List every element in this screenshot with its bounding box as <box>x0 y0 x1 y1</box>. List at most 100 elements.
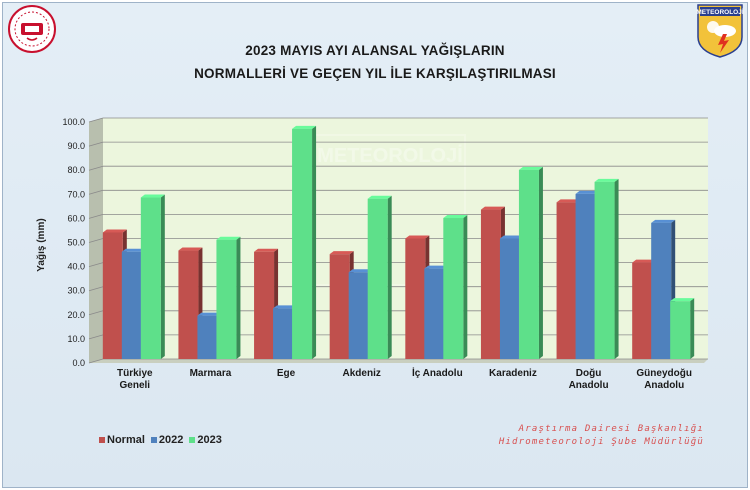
legend-swatch-normal <box>99 437 105 443</box>
bar-normal <box>178 250 199 359</box>
bar-top <box>140 194 165 198</box>
bar-2022 <box>197 315 218 359</box>
gridline-wall <box>88 165 104 171</box>
bar-normal <box>405 238 426 359</box>
x-tick-label: Akdeniz <box>343 368 381 379</box>
bar-top <box>575 190 600 194</box>
bar-top <box>594 178 619 182</box>
bar-normal <box>556 202 577 359</box>
bar-normal <box>329 254 350 359</box>
bar-2022 <box>348 272 369 359</box>
bar-top <box>424 265 449 269</box>
legend-item-normal: Normal <box>99 434 145 446</box>
bar-side <box>160 194 165 359</box>
gridline-wall <box>88 238 104 243</box>
bar-top <box>499 235 524 239</box>
bar-top <box>216 236 241 240</box>
bar-top <box>443 215 468 219</box>
gridline-wall <box>88 310 104 316</box>
credit-line2: Hidrometeoroloji Şube Müdürlüğü <box>498 437 704 447</box>
bar-top <box>480 206 505 210</box>
legend-item-2023: 2023 <box>189 434 222 446</box>
bar-side <box>690 298 695 359</box>
bar-top <box>651 219 676 223</box>
x-tick-label: Anadolu <box>644 380 684 391</box>
x-tick-label: Güneydoğu <box>636 368 692 379</box>
bar-2023 <box>216 239 237 359</box>
y-axis-title: Yağış (mm) <box>36 218 47 271</box>
x-tick-label: Geneli <box>120 380 151 391</box>
bar-top <box>348 269 373 273</box>
bar-top <box>121 248 146 252</box>
bar-top <box>405 235 430 239</box>
y-tick-label: 50.0 <box>67 238 85 248</box>
bar-2023 <box>443 218 464 359</box>
legend-label-2023: 2023 <box>197 434 222 446</box>
bar-2023 <box>140 197 161 359</box>
legend-item-2022: 2022 <box>150 434 184 446</box>
gridline-wall <box>88 214 104 219</box>
x-tick-label: Karadeniz <box>489 368 537 379</box>
gridline-wall <box>88 141 104 147</box>
meteoroloji-logo: METEOROLOJİ <box>696 4 744 58</box>
bar-2023 <box>670 301 691 359</box>
y-tick-label: 10.0 <box>67 334 85 344</box>
gridline-wall <box>88 334 104 340</box>
legend-label-normal: Normal <box>107 434 145 446</box>
x-tick-label: Marmara <box>190 368 232 379</box>
bar-top <box>632 259 657 263</box>
y-tick-label: 30.0 <box>67 286 85 296</box>
chart-legend: Normal 2022 2023 <box>99 434 222 446</box>
bar-2023 <box>292 128 313 359</box>
bar-2023 <box>367 198 388 359</box>
bar-2022 <box>424 268 445 359</box>
gridline-wall <box>88 358 104 364</box>
y-tick-label: 70.0 <box>67 189 85 199</box>
y-tick-label: 20.0 <box>67 310 85 320</box>
x-tick-label: Türkiye <box>117 368 153 379</box>
bar-top <box>518 166 543 170</box>
y-tick-label: 60.0 <box>67 213 85 223</box>
bar-2023 <box>518 169 539 359</box>
x-tick-label: Ege <box>277 368 296 379</box>
y-tick-label: 90.0 <box>67 141 85 151</box>
x-tick-label: İç Anadolu <box>412 366 463 379</box>
svg-text:METEOROLOJİ: METEOROLOJİ <box>696 8 744 16</box>
x-tick-label: Doğu <box>576 368 602 379</box>
x-tick-label: Anadolu <box>569 380 609 391</box>
bar-side <box>463 215 468 359</box>
chart-title-line1: 2023 MAYIS AYI ALANSAL YAĞIŞLARIN <box>245 43 505 58</box>
bar-2022 <box>575 193 596 359</box>
bar-top <box>254 248 279 252</box>
bar-side <box>538 166 543 359</box>
legend-label-2022: 2022 <box>158 434 184 446</box>
plot-floor <box>89 359 708 363</box>
bar-normal <box>632 262 653 359</box>
gridline-wall <box>88 117 104 123</box>
legend-swatch-2023 <box>189 437 196 443</box>
bar-side <box>236 236 241 359</box>
ministry-logo <box>8 5 56 53</box>
bar-2022 <box>651 222 672 359</box>
watermark-text: METEOROLOJİ <box>317 144 463 167</box>
bar-top <box>178 247 203 251</box>
bar-side <box>387 195 392 359</box>
chart-title-line2: NORMALLERİ VE GEÇEN YIL İLE KARŞILAŞTIRI… <box>194 66 556 81</box>
bar-2022 <box>121 251 142 359</box>
bar-top <box>367 195 392 199</box>
bar-top <box>292 125 317 129</box>
bar-top <box>556 199 581 203</box>
bar-2022 <box>273 308 294 359</box>
bar-top <box>329 251 354 255</box>
legend-swatch-2022 <box>150 437 157 443</box>
bar-top <box>273 305 298 309</box>
bar-side <box>614 178 619 359</box>
y-tick-label: 100.0 <box>62 117 85 127</box>
y-tick-label: 0.0 <box>72 358 85 368</box>
y-tick-label: 80.0 <box>67 165 85 175</box>
bar-2022 <box>499 238 520 359</box>
bar-side <box>312 125 317 359</box>
bar-normal <box>254 251 275 359</box>
bar-top <box>102 229 127 233</box>
